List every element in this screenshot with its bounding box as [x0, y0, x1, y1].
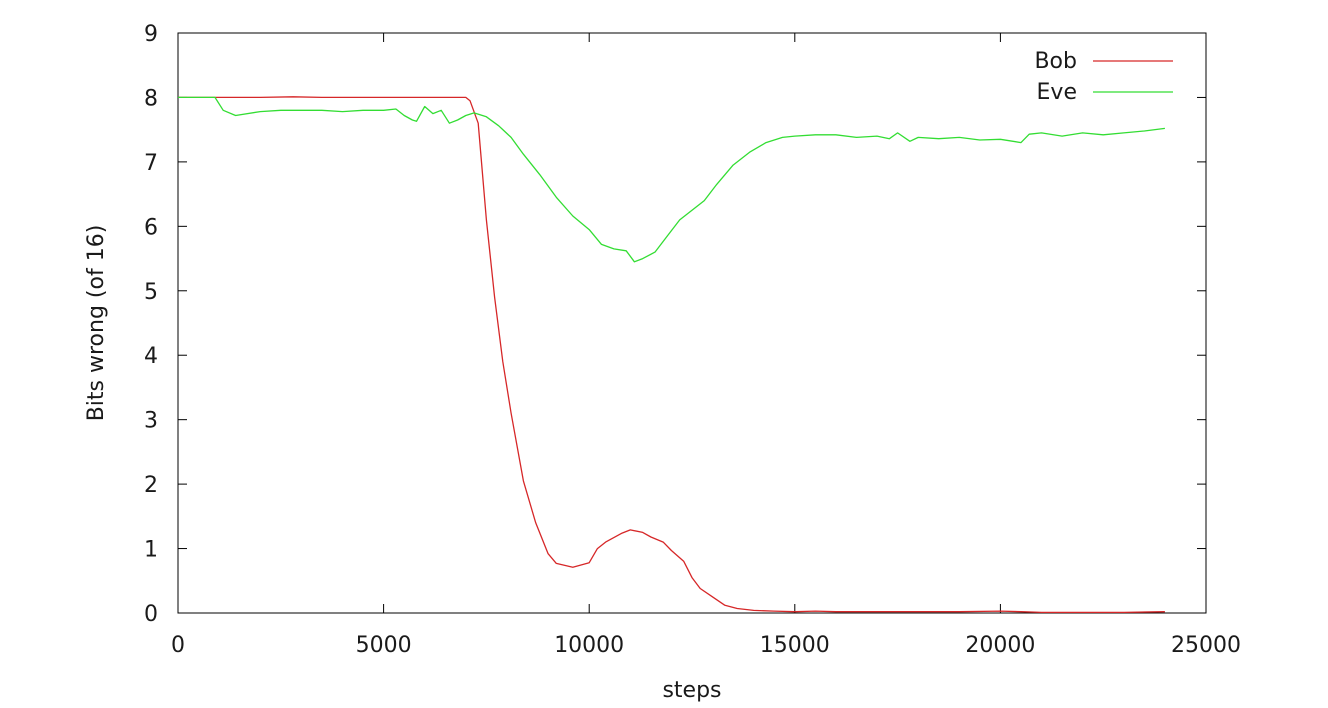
y-tick-label: 6 — [144, 215, 158, 240]
y-tick-label: 9 — [144, 22, 158, 47]
x-tick-label: 10000 — [554, 633, 624, 658]
y-tick-labels: 0 1 2 3 4 5 6 7 8 9 — [144, 22, 158, 627]
legend-label-bob: Bob — [1034, 49, 1077, 74]
legend-label-eve: Eve — [1037, 80, 1077, 105]
series-line-bob — [178, 96, 1165, 614]
x-tick-label: 25000 — [1171, 633, 1241, 658]
series-lines — [178, 96, 1165, 614]
plot-frame — [177, 32, 1207, 614]
y-tick-label: 0 — [144, 602, 158, 627]
x-tick-label: 20000 — [965, 633, 1035, 658]
y-tick-label: 1 — [144, 538, 158, 563]
y-axis-title: Bits wrong (of 16) — [84, 225, 109, 422]
series-line-eve — [178, 96, 1165, 263]
y-tick-label: 5 — [144, 280, 158, 305]
x-tick-label: 5000 — [356, 633, 412, 658]
y-tick-label: 8 — [144, 86, 158, 111]
axis-ticks — [177, 32, 1207, 614]
y-tick-label: 4 — [144, 344, 158, 369]
x-tick-label: 0 — [171, 633, 185, 658]
y-tick-label: 3 — [144, 409, 158, 434]
x-tick-labels: 0 5000 10000 15000 20000 25000 — [171, 633, 1241, 658]
y-tick-label: 7 — [144, 151, 158, 176]
x-tick-label: 15000 — [760, 633, 830, 658]
legend: Bob Eve — [1034, 49, 1173, 105]
y-tick-label: 2 — [144, 473, 158, 498]
x-axis-title: steps — [662, 678, 721, 703]
